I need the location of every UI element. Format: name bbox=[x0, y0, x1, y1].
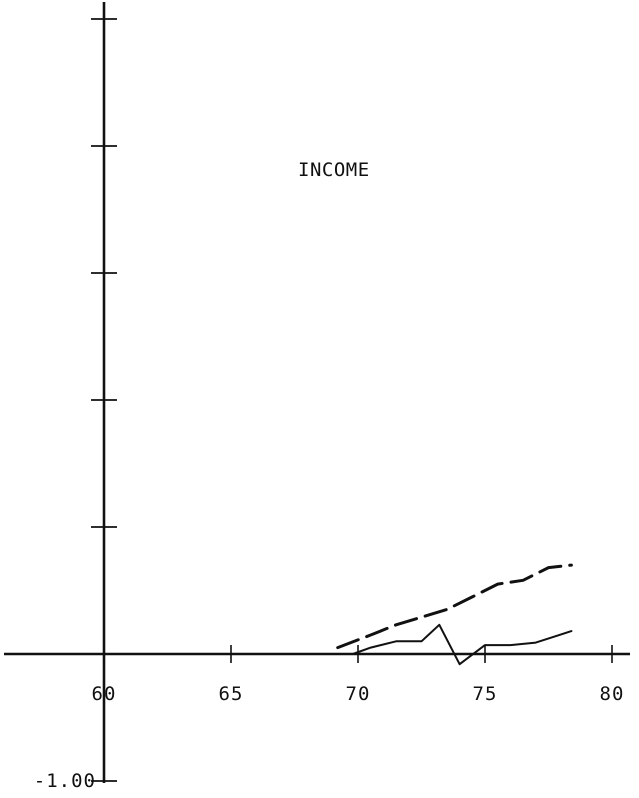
chart-title: INCOME bbox=[298, 159, 370, 181]
axes: 60 65 70 75 80 -1.00 bbox=[4, 2, 630, 792]
x-tick-label-60: 60 bbox=[92, 683, 117, 705]
series-line-1-dashed bbox=[336, 563, 573, 650]
series-line-2-solid bbox=[351, 623, 573, 666]
x-tick-label-80: 80 bbox=[600, 683, 625, 705]
x-tick-label-70: 70 bbox=[346, 683, 371, 705]
y-tick-label-min: -1.00 bbox=[34, 770, 96, 792]
x-tick-label-65: 65 bbox=[219, 683, 244, 705]
series-layer bbox=[336, 563, 573, 666]
x-tick-label-75: 75 bbox=[473, 683, 498, 705]
